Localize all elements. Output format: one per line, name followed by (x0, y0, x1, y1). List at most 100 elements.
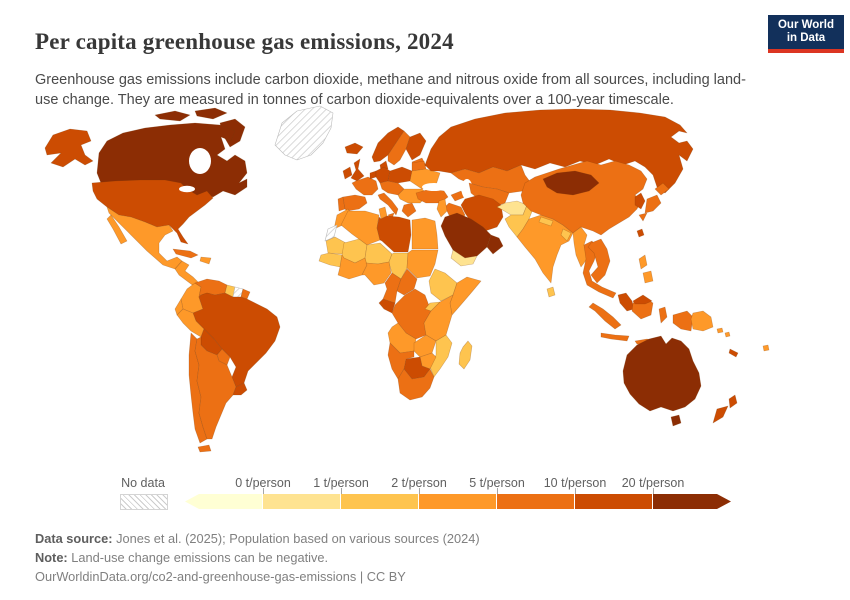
map-region-australia[interactable] (622, 335, 702, 412)
legend-no-data-swatch[interactable] (120, 494, 168, 510)
map-region-cameroon[interactable] (382, 272, 402, 304)
map-region-iceland[interactable] (344, 142, 364, 155)
map-region-baja[interactable] (106, 214, 128, 245)
map-region-gabon-congo[interactable] (378, 298, 396, 314)
map-region-tierra-del-fuego[interactable] (197, 444, 212, 453)
map-region-philippines[interactable] (642, 270, 654, 284)
footer-datasource-label: Data source: (35, 531, 113, 546)
map-region-levant[interactable] (436, 198, 448, 218)
map-region-sumatra[interactable] (588, 302, 622, 330)
map-region-somalia[interactable] (449, 276, 482, 316)
map-region-united-states[interactable] (91, 179, 214, 245)
legend-no-data-label: No data (121, 476, 165, 490)
map-region-madagascar[interactable] (458, 340, 473, 370)
legend-segment-20plus[interactable] (653, 494, 731, 509)
map-region-nepal[interactable] (538, 216, 554, 227)
map-region-hispaniola[interactable] (199, 256, 212, 265)
map-region-sudan[interactable] (406, 249, 439, 279)
map-region-new-zealand-north[interactable] (728, 394, 738, 409)
map-region-philippines[interactable] (638, 254, 648, 270)
map-region-png[interactable] (690, 310, 714, 332)
map-region-uk[interactable] (350, 158, 365, 182)
map-region-korea[interactable] (634, 192, 646, 210)
legend-segment-0-1[interactable] (263, 494, 341, 509)
map-region-argentina[interactable] (194, 336, 237, 440)
map-region-new-caledonia[interactable] (728, 348, 739, 358)
footer-url[interactable]: OurWorldinData.org/co2-and-greenhouse-ga… (35, 567, 815, 586)
legend-segment-1-2[interactable] (341, 494, 419, 509)
map-region-india[interactable] (516, 214, 574, 284)
legend-labels: 0 t/person 1 t/person 2 t/person 5 t/per… (185, 476, 731, 490)
map-region-spain[interactable] (342, 194, 368, 212)
owid-logo-line1: Our World (777, 19, 834, 31)
map-region-malaysia-borneo[interactable] (632, 294, 653, 305)
map-region-yemen[interactable] (450, 249, 478, 267)
map-region-central-america[interactable] (174, 260, 200, 288)
chart-footer: Data source: Jones et al. (2025); Popula… (35, 529, 815, 586)
map-region-indochina[interactable] (587, 238, 611, 284)
map-region-benelux[interactable] (369, 170, 377, 180)
map-region-japan[interactable] (654, 182, 670, 196)
legend-label-5: 5 t/person (469, 476, 525, 490)
map-region-saudi-arabia[interactable] (440, 212, 492, 259)
map-region-uruguay[interactable] (232, 382, 248, 396)
map-region-italy[interactable] (377, 192, 399, 216)
footer-note-text: Land-use change emissions can be negativ… (67, 550, 329, 565)
map-region-poland[interactable] (387, 166, 413, 184)
map-region-vanuatu[interactable] (724, 331, 731, 338)
map-region-canada-islands[interactable] (194, 107, 228, 120)
map-region-new-zealand-south[interactable] (712, 405, 729, 424)
legend-segment-10-20[interactable] (575, 494, 653, 509)
map-region-solomon-islands[interactable] (716, 327, 724, 334)
map-region-senegal-guinea[interactable] (318, 252, 343, 268)
map-region-japan[interactable] (638, 212, 648, 222)
legend-label-10: 10 t/person (543, 476, 607, 490)
map-region-libya[interactable] (376, 215, 412, 253)
legend-segment-5-10[interactable] (497, 494, 575, 509)
legend-label-20: 20 t/person (621, 476, 685, 490)
map-regions (44, 105, 770, 453)
map-region-taiwan[interactable] (636, 228, 645, 238)
map-region-sulawesi[interactable] (658, 306, 668, 324)
map-region-west-africa[interactable] (337, 254, 368, 280)
legend-segment-2-5[interactable] (419, 494, 497, 509)
map-region-mongolia[interactable] (542, 170, 600, 196)
map-region-cuba[interactable] (172, 248, 199, 259)
map-region-java[interactable] (600, 332, 630, 342)
map-region-bangladesh[interactable] (560, 228, 572, 242)
legend-color-ramp[interactable] (185, 494, 731, 509)
footer-url-text[interactable]: OurWorldinData.org/co2-and-greenhouse-ga… (35, 569, 406, 584)
footer-datasource-text: Jones et al. (2025); Population based on… (112, 531, 480, 546)
chart-subtitle: Greenhouse gas emissions include carbon … (35, 71, 746, 108)
map-region-tasmania[interactable] (670, 414, 682, 427)
page-title: Per capita greenhouse gas emissions, 202… (35, 29, 454, 55)
footer-note-label: Note: (35, 550, 68, 565)
map-region-egypt[interactable] (411, 217, 439, 250)
map-region-nigeria[interactable] (361, 261, 392, 286)
map-region-sri-lanka[interactable] (546, 286, 556, 298)
map-region-fiji[interactable] (762, 344, 770, 352)
map-region-canada-islands[interactable] (154, 110, 191, 122)
map-region-namibia[interactable] (387, 342, 415, 380)
map-region-alaska[interactable] (44, 128, 94, 168)
map-region-oman-uae[interactable] (486, 234, 504, 255)
map-region-greece[interactable] (401, 202, 417, 218)
great-lakes (179, 185, 195, 193)
map-region-malaysia[interactable] (617, 292, 635, 312)
world-map (35, 103, 815, 465)
map-region-algeria[interactable] (340, 210, 381, 246)
hudson-bay (189, 148, 211, 174)
map-region-japan[interactable] (644, 194, 662, 214)
map-region-western-sahara[interactable] (324, 224, 338, 242)
map-region-w-new-guinea[interactable] (672, 310, 694, 332)
legend-segment-neg[interactable] (185, 494, 263, 509)
map-region-south-africa[interactable] (397, 368, 435, 401)
map-region-ireland[interactable] (342, 166, 353, 180)
owid-logo-line2: in Data (786, 32, 826, 44)
map-region-mexico[interactable] (106, 206, 183, 270)
owid-logo[interactable]: Our World in Data (768, 15, 844, 53)
map-region-finland[interactable] (405, 132, 427, 161)
map-region-car[interactable] (396, 268, 418, 296)
map-region-paraguay[interactable] (216, 348, 231, 366)
map-region-greenland[interactable] (274, 105, 334, 161)
